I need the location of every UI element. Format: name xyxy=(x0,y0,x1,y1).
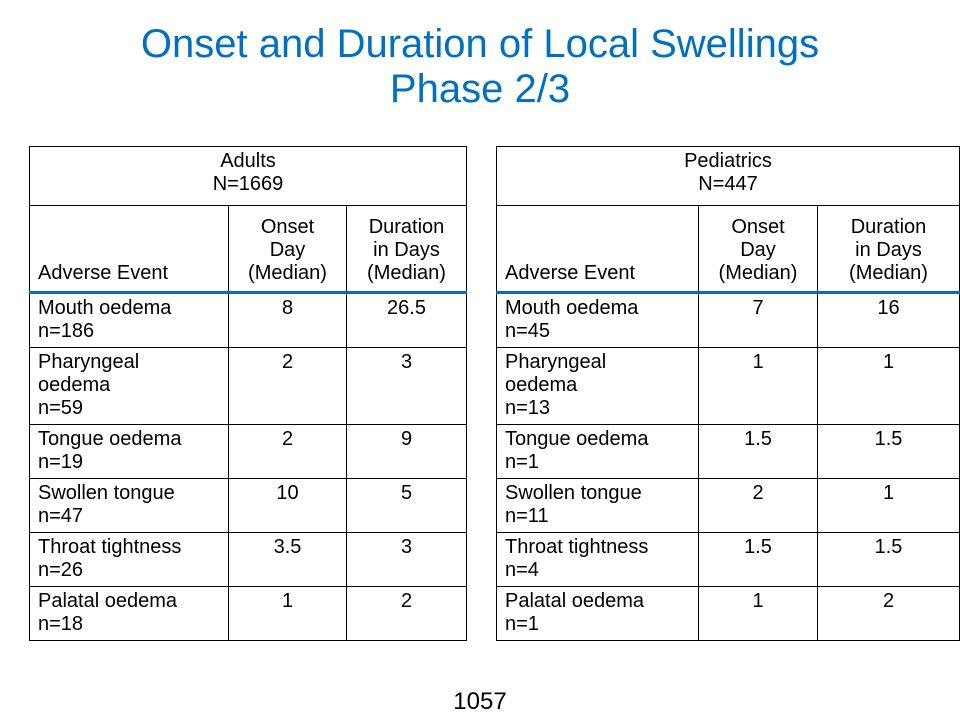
adverse-event-cell: Palatal oedema n=1 xyxy=(496,586,699,641)
event-line: n=1 xyxy=(505,451,539,473)
event-line: Pharyngeal xyxy=(505,351,607,373)
event-line: Mouth oedema xyxy=(38,297,172,319)
pediatrics-group-header: Pediatrics N=447 xyxy=(496,146,960,206)
adverse-event-cell: Pharyngeal oedema n=13 xyxy=(496,347,699,425)
adverse-event-cell: Mouth oedema n=45 xyxy=(496,292,699,348)
adults-group-header: Adults N=1669 xyxy=(28,146,468,206)
table-row: Swollen tongue n=47 10 5 xyxy=(29,478,468,533)
table-row: Pharyngeal oedema n=59 2 3 xyxy=(29,347,468,425)
event-line: Tongue oedema xyxy=(38,428,182,450)
duration-cell: 2 xyxy=(817,586,960,641)
duration-cell: 26.5 xyxy=(345,292,468,348)
table-row: Tongue oedema n=1 1.5 1.5 xyxy=(496,424,960,479)
duration-cell: 1 xyxy=(817,478,960,533)
col-header-adverse-event: Adverse Event xyxy=(496,205,699,294)
onset-cell: 1 xyxy=(698,347,818,425)
group-label: Pediatrics xyxy=(684,150,772,172)
duration-cell: 5 xyxy=(345,478,468,533)
group-label: Adults xyxy=(220,150,276,172)
col-header-onset: Onset Day (Median) xyxy=(228,205,347,294)
event-line: n=59 xyxy=(38,397,84,419)
event-line: n=11 xyxy=(505,505,549,527)
col-header-duration: Duration in Days (Median) xyxy=(345,205,468,294)
duration-cell: 9 xyxy=(345,424,468,479)
duration-cell: 1 xyxy=(817,347,960,425)
table-row: Pharyngeal oedema n=13 1 1 xyxy=(496,347,960,425)
group-n: N=1669 xyxy=(212,173,284,195)
event-line: Throat tightness xyxy=(505,536,649,558)
onset-cell: 1 xyxy=(228,586,347,641)
event-line: n=45 xyxy=(505,320,551,342)
title-line-2: Phase 2/3 xyxy=(389,67,571,111)
col-header-duration: Duration in Days (Median) xyxy=(817,205,960,294)
onset-cell: 10 xyxy=(228,478,347,533)
event-line: Throat tightness xyxy=(38,536,182,558)
event-line: oedema xyxy=(505,374,578,396)
onset-cell: 2 xyxy=(698,478,818,533)
event-line: n=186 xyxy=(38,320,95,342)
adverse-event-cell: Swollen tongue n=11 xyxy=(496,478,699,533)
event-line: Palatal oedema xyxy=(38,590,177,612)
onset-cell: 7 xyxy=(698,292,818,348)
table-row: Mouth oedema n=45 7 16 xyxy=(496,292,960,348)
adverse-event-cell: Throat tightness n=4 xyxy=(496,532,699,587)
adverse-event-cell: Palatal oedema n=18 xyxy=(29,586,229,641)
table-row: Mouth oedema n=186 8 26.5 xyxy=(29,292,468,348)
adverse-event-cell: Tongue oedema n=1 xyxy=(496,424,699,479)
event-line: Pharyngeal xyxy=(38,351,140,373)
onset-cell: 2 xyxy=(228,424,347,479)
adverse-event-cell: Throat tightness n=26 xyxy=(29,532,229,587)
title-line-1: Onset and Duration of Local Swellings xyxy=(140,22,820,66)
slide-title: Onset and Duration of Local Swellings Ph… xyxy=(0,22,960,112)
table-row: Palatal oedema n=1 1 2 xyxy=(496,586,960,641)
table-row: Throat tightness n=4 1.5 1.5 xyxy=(496,532,960,587)
col-header-adverse-event: Adverse Event xyxy=(29,205,229,294)
event-line: n=47 xyxy=(38,505,84,527)
event-line: n=26 xyxy=(38,559,84,581)
adults-table: Adults N=1669 Adverse Event Onset Day (M… xyxy=(28,146,468,641)
adverse-event-cell: Tongue oedema n=19 xyxy=(29,424,229,479)
event-line: n=18 xyxy=(38,613,84,635)
onset-cell: 2 xyxy=(228,347,347,425)
adverse-event-cell: Swollen tongue n=47 xyxy=(29,478,229,533)
duration-cell: 1.5 xyxy=(817,424,960,479)
event-line: n=13 xyxy=(505,397,551,419)
onset-cell: 1.5 xyxy=(698,532,818,587)
duration-cell: 16 xyxy=(817,292,960,348)
duration-cell: 3 xyxy=(345,347,468,425)
event-line: oedema xyxy=(38,374,111,396)
event-line: n=4 xyxy=(505,559,539,581)
onset-cell: 1.5 xyxy=(698,424,818,479)
page-number: 1057 xyxy=(453,688,507,715)
duration-cell: 2 xyxy=(345,586,468,641)
pediatrics-table: Pediatrics N=447 Adverse Event Onset Day… xyxy=(496,146,960,641)
event-line: Mouth oedema xyxy=(505,297,639,319)
table-row: Swollen tongue n=11 2 1 xyxy=(496,478,960,533)
table-row: Tongue oedema n=19 2 9 xyxy=(29,424,468,479)
col-header-onset: Onset Day (Median) xyxy=(698,205,818,294)
event-line: Swollen tongue xyxy=(38,482,175,504)
adverse-event-cell: Pharyngeal oedema n=59 xyxy=(29,347,229,425)
group-n: N=447 xyxy=(698,173,758,195)
event-line: n=19 xyxy=(38,451,84,473)
duration-cell: 1.5 xyxy=(817,532,960,587)
adverse-event-cell: Mouth oedema n=186 xyxy=(29,292,229,348)
event-line: Tongue oedema xyxy=(505,428,649,450)
event-line: n=1 xyxy=(505,613,539,635)
table-row: Palatal oedema n=18 1 2 xyxy=(29,586,468,641)
onset-cell: 3.5 xyxy=(228,532,347,587)
table-row: Throat tightness n=26 3.5 3 xyxy=(29,532,468,587)
event-line: Swollen tongue xyxy=(505,482,642,504)
onset-cell: 8 xyxy=(228,292,347,348)
onset-cell: 1 xyxy=(698,586,818,641)
event-line: Palatal oedema xyxy=(505,590,644,612)
duration-cell: 3 xyxy=(345,532,468,587)
